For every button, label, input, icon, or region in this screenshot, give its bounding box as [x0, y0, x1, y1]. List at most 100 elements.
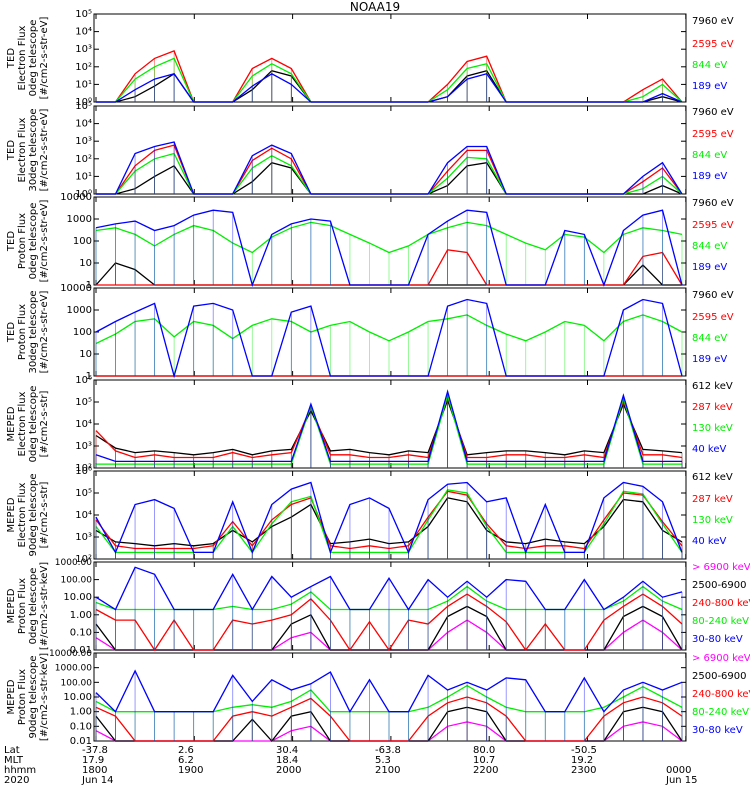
x-axis-label: 2300	[571, 765, 597, 776]
series-line-blue	[96, 141, 683, 195]
legend-entry-red: 287 keV	[692, 494, 733, 505]
y-tick-label: 10⁴	[75, 510, 92, 521]
x-axis-label: 2200	[473, 765, 499, 776]
x-axis-label: Jun 15	[666, 775, 698, 786]
chart-title: NOAA19	[349, 0, 401, 14]
y-tick-label: 10⁶	[75, 375, 92, 386]
y-axis-label: MEPED Proton Flux 90deg telescope [#/cm2-s-…	[6, 637, 50, 757]
legend-entry-red: 2595 eV	[692, 129, 734, 140]
legend-entry-black: 2500-6900	[692, 580, 747, 591]
legend-entry-green: 80-240 keV	[692, 707, 749, 718]
x-axis-label: 80.0	[473, 745, 496, 756]
y-tick-label: 1.00	[70, 707, 92, 718]
x-axis-label: Lat	[4, 745, 20, 756]
y-tick-label: 10³	[75, 532, 92, 543]
y-tick-label: 10²	[75, 154, 92, 165]
y-tick-label: 10⁴	[75, 419, 92, 430]
x-axis-label: 2020	[4, 775, 30, 786]
y-tick-label: 10⁰	[75, 97, 92, 108]
legend-entry-red: 240-800 keV	[692, 598, 750, 609]
panel-frame	[93, 652, 687, 742]
y-tick-label: 0.10	[70, 627, 92, 638]
series-line-green	[96, 152, 683, 195]
x-axis-label: hhmm	[4, 765, 37, 776]
y-axis-label-line: Proton Flux	[17, 668, 28, 726]
x-axis-label: -50.5	[571, 745, 597, 756]
y-tick-label: 100	[73, 236, 92, 247]
y-tick-label: 10⁶	[75, 466, 92, 477]
legend-entry-blue: 189 eV	[692, 354, 727, 365]
x-axis-label: 1900	[178, 765, 204, 776]
y-tick-label: 10⁵	[75, 488, 92, 499]
x-axis-label: 17.9	[82, 755, 105, 766]
panel-frame	[93, 196, 687, 286]
legend-entry-blue: 30-80 keV	[692, 725, 743, 736]
legend-entry-blue: 40 keV	[692, 536, 726, 547]
legend-entry-black: 7960 eV	[692, 107, 734, 118]
y-tick-label: 10⁴	[75, 119, 92, 130]
series-line-red	[95, 394, 683, 459]
legend-entry-green: 80-240 keV	[692, 616, 749, 627]
y-tick-label: 1000	[67, 305, 92, 316]
y-tick-label: 10²	[75, 463, 92, 474]
y-tick-label: 10³	[75, 136, 92, 147]
y-tick-label: 10	[79, 349, 92, 360]
legend-entry-blue: 189 eV	[692, 81, 727, 92]
legend-entry-black: 612 keV	[692, 472, 733, 483]
y-tick-label: 1000.00	[55, 664, 92, 674]
series-line-blue	[95, 669, 683, 714]
series-line-red	[96, 50, 683, 103]
y-tick-label: 10¹	[75, 171, 92, 182]
y-tick-label: 1000.00	[55, 558, 92, 568]
legend-entry-black: 612 keV	[692, 381, 733, 392]
y-tick-label: 10⁴	[75, 27, 92, 38]
legend-entry-red: 240-800 keV	[692, 689, 750, 700]
legend-entry-green: 844 eV	[692, 333, 727, 344]
panel-frame	[93, 13, 687, 103]
series-line-blue	[95, 298, 683, 379]
legend-entry-green: 844 eV	[692, 241, 727, 252]
x-axis-label: 10.7	[473, 755, 496, 766]
legend-entry-black: 7960 eV	[692, 290, 734, 301]
legend-entry-red: 287 keV	[692, 402, 733, 413]
x-axis-label: Jun 14	[82, 775, 114, 786]
y-tick-label: 1	[86, 280, 92, 291]
y-tick-label: 10⁵	[75, 101, 92, 112]
y-tick-label: 100.00	[61, 678, 93, 688]
y-tick-label: 10⁵	[75, 397, 92, 408]
y-tick-label: 10000.00	[49, 649, 92, 659]
legend-entry-magenta: > 6900 keV	[692, 653, 750, 664]
y-axis-label-line: [#/cm2-s-str-keV]	[39, 652, 50, 742]
legend-entry-green: 844 eV	[692, 60, 727, 71]
y-tick-label: 10⁵	[75, 9, 92, 20]
y-axis-label-line: 90deg telescope	[28, 655, 39, 739]
legend-entry-green: 844 eV	[692, 150, 727, 161]
panel-frame	[93, 105, 687, 195]
y-tick-label: 10.00	[63, 692, 92, 703]
x-axis-label: 6.2	[178, 755, 194, 766]
series-line-green	[96, 57, 683, 103]
y-axis-label-line: MEPED	[6, 679, 17, 715]
y-tick-label: 10²	[75, 62, 92, 73]
legend-entry-red: 2595 eV	[692, 220, 734, 231]
series-line-blue	[96, 73, 683, 103]
y-tick-label: 10.00	[63, 592, 92, 603]
legend-entry-blue: 40 keV	[692, 444, 726, 455]
panel-frame	[93, 561, 687, 651]
legend-entry-green: 130 keV	[692, 423, 733, 434]
legend-entry-blue: 189 eV	[692, 262, 727, 273]
y-tick-label: 100	[73, 327, 92, 338]
x-axis-label: 0000	[666, 765, 692, 776]
y-tick-label: 10³	[75, 441, 92, 452]
panel-frame	[93, 287, 687, 377]
y-tick-label: 1	[86, 371, 92, 382]
legend-entry-black: 7960 eV	[692, 198, 734, 209]
x-axis-label: 5.3	[375, 755, 391, 766]
x-axis-label: 2100	[375, 765, 401, 776]
x-axis-label: 30.4	[276, 745, 299, 756]
x-axis-label: 2.6	[178, 745, 194, 756]
x-axis-label: 19.2	[571, 755, 594, 766]
x-axis-label: -63.8	[375, 745, 401, 756]
